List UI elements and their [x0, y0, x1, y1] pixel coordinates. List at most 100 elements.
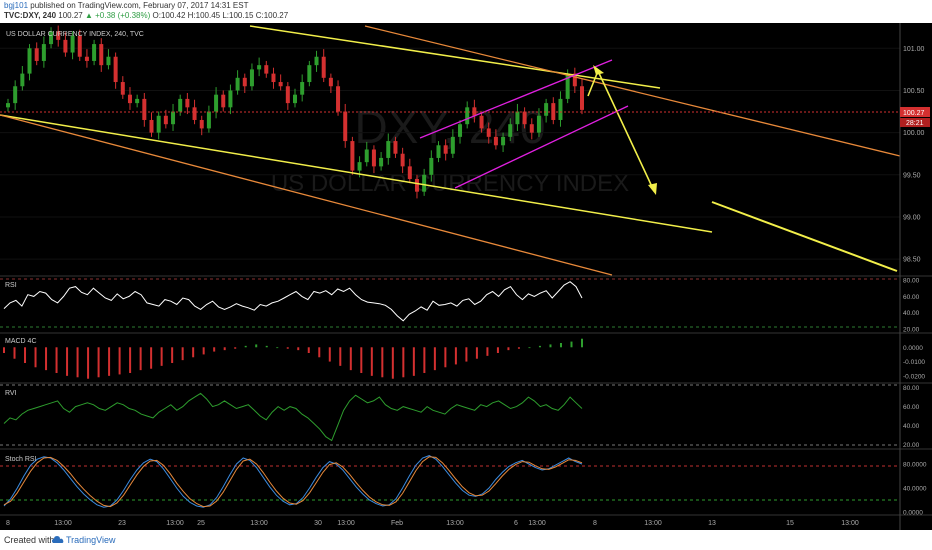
quote-line: TVC:DXY, 240 100.27 ▲ +0.38 (+0.38%) O:1… [4, 11, 288, 21]
author-link[interactable]: bgj101 [4, 1, 29, 10]
candle-body [429, 157, 434, 175]
candle-body [278, 82, 283, 87]
macd-bar [412, 347, 415, 376]
macd-bar [286, 347, 289, 349]
macd-bar [129, 347, 132, 373]
candle-body [56, 31, 61, 40]
candle-body [77, 35, 82, 57]
macd-bar [517, 347, 520, 349]
macd-bar [496, 347, 499, 353]
wedge-lower-line[interactable] [454, 105, 629, 189]
price-tick-label: 101.00 [903, 46, 925, 53]
candle-body [6, 103, 10, 108]
candle-body [350, 141, 355, 171]
candle-body [414, 179, 419, 192]
price-axis[interactable]: 98.50 99.00 99.50 100.00 100.50 101.00 [903, 46, 925, 264]
indicator-axes[interactable]: 20.00 40.00 60.00 80.00 0.0000 -0.0100 -0.0200… [903, 278, 927, 517]
candle-body [422, 174, 427, 192]
macd-pane[interactable]: MACD 4C [3, 338, 583, 379]
time-tick-label: 13:00 [166, 520, 184, 527]
macd-bar [202, 347, 205, 355]
macd-bar [328, 347, 331, 362]
candle-body [407, 166, 412, 180]
candle-body [156, 115, 161, 133]
lower-trendline-yellow[interactable] [0, 114, 713, 233]
macd-bar [318, 347, 321, 358]
candle-body [92, 44, 97, 61]
macd-bar [213, 347, 216, 352]
time-tick-label: 13:00 [841, 520, 859, 527]
candle-body [529, 124, 534, 133]
candle-body [142, 98, 147, 120]
macd-bar [444, 347, 447, 368]
rvi-axis-label: 80.00 [903, 385, 920, 392]
candle-body [285, 86, 290, 104]
ohlc-values: O:100.42 H:100.45 L:100.15 C:100.27 [152, 11, 289, 20]
stoch-rsi-pane[interactable]: Stoch RSI [0, 455, 900, 508]
candle-body [580, 86, 584, 110]
chart-canvas[interactable]: DXY, 240 US DOLLAR CURRENCY INDEX [0, 23, 932, 530]
macd-bar [297, 347, 300, 351]
macd-bar [433, 347, 436, 371]
macd-bar [402, 347, 405, 378]
time-tick-label: 13 [708, 520, 716, 527]
publish-line: bgj101 published on TradingView.com, Feb… [4, 1, 248, 11]
candle-body [264, 65, 269, 74]
candle-body [493, 136, 498, 146]
macd-bar [391, 347, 394, 379]
time-axis[interactable]: 8 13:00 23 13:00 25 13:00 30 13:00 Feb 13:00 6 13:0… [6, 520, 859, 527]
candle-body [34, 48, 39, 61]
macd-axis-label: 0.0000 [903, 345, 923, 352]
macd-bar [486, 347, 489, 356]
macd-bar [360, 347, 363, 373]
macd-bar [87, 347, 90, 379]
upper-trendline-orange[interactable] [364, 25, 901, 157]
candle-body [522, 111, 527, 125]
pane-separators [0, 23, 932, 530]
candle-body [450, 136, 455, 154]
upper-trendline-yellow[interactable] [249, 25, 661, 89]
macd-bar [507, 347, 510, 351]
rvi-line [3, 392, 583, 442]
macd-bar [234, 347, 237, 349]
candle-body [479, 115, 484, 129]
bar-countdown: 28:21 [906, 120, 924, 127]
macd-bar [381, 347, 384, 378]
candle-body [572, 73, 577, 87]
rsi-pane[interactable]: RSI [0, 278, 900, 328]
candle-body [242, 77, 247, 87]
rvi-pane[interactable]: RVI [0, 384, 900, 446]
candle-body [113, 56, 118, 83]
projection-line[interactable] [711, 201, 898, 272]
stoch-axis-label: 80.0000 [903, 462, 927, 469]
macd-bar [339, 347, 342, 366]
price-change: ▲ +0.38 (+0.38%) [84, 11, 151, 20]
candle-body [257, 65, 262, 70]
candle-body [106, 56, 111, 66]
candle-body [300, 82, 305, 95]
candle-body [328, 77, 333, 87]
candle-body [84, 56, 89, 61]
candle-body [472, 107, 477, 116]
lower-trendline-orange[interactable] [0, 114, 613, 276]
time-tick-label: 13:00 [54, 520, 72, 527]
macd-bar [454, 347, 457, 365]
rvi-axis-label: 20.00 [903, 442, 920, 449]
candle-body [249, 69, 254, 87]
grid-lines [0, 47, 900, 260]
stoch-rsi-label: Stoch RSI [5, 456, 37, 463]
time-tick-label: 6 [514, 520, 518, 527]
time-tick-label: 13:00 [644, 520, 662, 527]
rsi-axis-label: 40.00 [903, 310, 920, 317]
tradingview-brand-link[interactable]: TradingView [66, 535, 116, 545]
macd-histogram [3, 338, 583, 379]
rvi-axis-label: 40.00 [903, 423, 920, 430]
candle-body [199, 119, 204, 129]
wedge-upper-line[interactable] [419, 59, 613, 139]
time-tick-label: 13:00 [528, 520, 546, 527]
last-price: 100.27 [58, 11, 83, 20]
macd-bar [13, 347, 16, 359]
chart-area[interactable]: DXY, 240 US DOLLAR CURRENCY INDEX [0, 23, 932, 530]
rsi-label: RSI [5, 282, 17, 289]
candle-body [508, 124, 513, 137]
